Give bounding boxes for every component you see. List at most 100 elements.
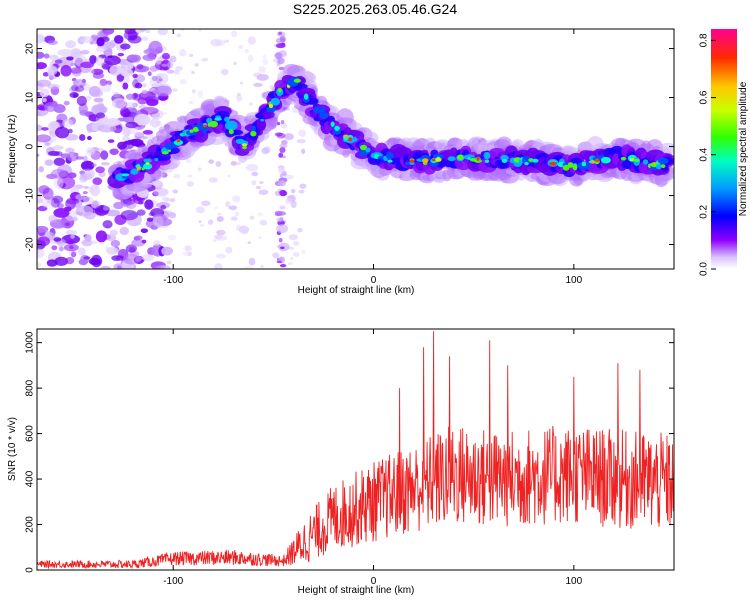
heatmap-cell [113, 35, 124, 44]
heatmap-cell [95, 166, 105, 174]
heatmap-cell [37, 79, 52, 87]
heatmap-cell [63, 206, 68, 212]
heatmap-cell [342, 149, 350, 158]
heatmap-cell [301, 250, 306, 254]
heatmap-cell [141, 239, 147, 244]
y-tick-label: 1000 [25, 331, 36, 354]
heatmap-cell [125, 121, 139, 129]
spectrogram-x-ticks: -100 0 100 [163, 29, 583, 286]
heatmap-cell [228, 205, 238, 211]
spectrogram-y-axis-label: Frequency (Hz) [7, 115, 18, 184]
heatmap-cell [121, 175, 130, 179]
heatmap-cell [157, 29, 169, 36]
heatmap-cell [259, 181, 264, 184]
heatmap-cell [497, 160, 511, 169]
colorbar-ticks: 0.0 0.2 0.4 0.6 0.8 [699, 33, 716, 276]
heatmap-cell [64, 222, 71, 227]
heatmap-cell [37, 153, 40, 157]
heatmap-cell [38, 185, 50, 194]
heatmap-cell [156, 73, 169, 84]
heatmap-cell [42, 97, 47, 103]
heatmap-cell [303, 93, 309, 100]
heatmap-cell [48, 54, 59, 61]
heatmap-cell [100, 36, 110, 42]
heatmap-cell [140, 228, 149, 234]
heatmap-cell [37, 205, 48, 212]
heatmap-cell [166, 69, 175, 74]
heatmap-cell [297, 227, 303, 233]
heatmap-cell [37, 262, 42, 268]
heatmap-cell [330, 121, 335, 127]
heatmap-cell [655, 163, 662, 170]
heatmap-cell [53, 157, 66, 167]
heatmap-cell [457, 154, 464, 160]
y-tick-label: 0 [25, 567, 36, 573]
heatmap-cell [100, 161, 110, 166]
heatmap-cell [88, 186, 95, 194]
heatmap-cell [198, 220, 202, 223]
heatmap-cell [112, 92, 121, 98]
heatmap-cell [162, 52, 171, 60]
heatmap-cell [39, 88, 50, 98]
heatmap-cell [279, 189, 287, 197]
heatmap-cell [161, 196, 169, 202]
heatmap-cell [562, 164, 570, 171]
heatmap-cell [79, 134, 86, 141]
heatmap-cell [140, 106, 159, 115]
heatmap-cell [67, 239, 75, 245]
heatmap-cell [109, 229, 118, 236]
heatmap-cell [69, 86, 81, 93]
heatmap-cell [47, 83, 60, 90]
heatmap-cell [141, 89, 148, 94]
y-tick-label: 600 [25, 425, 36, 442]
heatmap-cell [69, 91, 79, 98]
heatmap-cell [176, 139, 181, 143]
heatmap-cell [187, 251, 192, 257]
heatmap-cell [107, 139, 115, 143]
x-tick-label: 100 [565, 576, 582, 587]
heatmap-cell [365, 147, 371, 153]
heatmap-cell [61, 234, 81, 245]
heatmap-cell [179, 79, 187, 85]
heatmap-cell [230, 216, 238, 221]
heatmap-cell [90, 254, 103, 268]
y-tick-label: 0 [25, 143, 36, 149]
heatmap-cell [75, 156, 84, 160]
heatmap-cell [247, 241, 252, 244]
colorbar-label: Normalized spectral amplitude [738, 81, 749, 216]
heatmap-cell [594, 159, 600, 162]
heatmap-cell [93, 97, 104, 103]
heatmap-cell [72, 217, 78, 222]
heatmap-cell [122, 135, 130, 142]
heatmap-cell [247, 54, 254, 63]
heatmap-cell [278, 66, 285, 71]
heatmap-cell [144, 199, 154, 210]
heatmap-cell [151, 179, 162, 187]
heatmap-cell [37, 104, 46, 111]
heatmap-cell [79, 174, 88, 183]
heatmap-cell [299, 183, 307, 189]
heatmap-cell [122, 198, 136, 205]
heatmap-cell [591, 159, 595, 164]
chart-title: S225.2025.263.05.46.G24 [292, 1, 458, 17]
heatmap-cell [199, 224, 205, 227]
heatmap-cell [215, 160, 222, 167]
heatmap-cell [141, 136, 148, 140]
heatmap-cell [435, 157, 442, 162]
heatmap-cell [260, 118, 264, 122]
heatmap-cell [70, 67, 82, 74]
heatmap-cell [47, 40, 58, 45]
heatmap-cell [142, 130, 154, 135]
heatmap-cell [134, 131, 145, 137]
heatmap-cell [224, 116, 230, 122]
heatmap-cell [501, 159, 508, 164]
heatmap-cell [236, 93, 241, 97]
heatmap-cell [287, 262, 293, 265]
heatmap-cell [404, 161, 411, 166]
heatmap-cell [168, 149, 172, 152]
heatmap-cell [85, 147, 96, 156]
heatmap-cell [272, 252, 280, 259]
heatmap-cell [121, 173, 130, 177]
heatmap-cell [102, 63, 111, 70]
heatmap-cell [120, 61, 127, 66]
